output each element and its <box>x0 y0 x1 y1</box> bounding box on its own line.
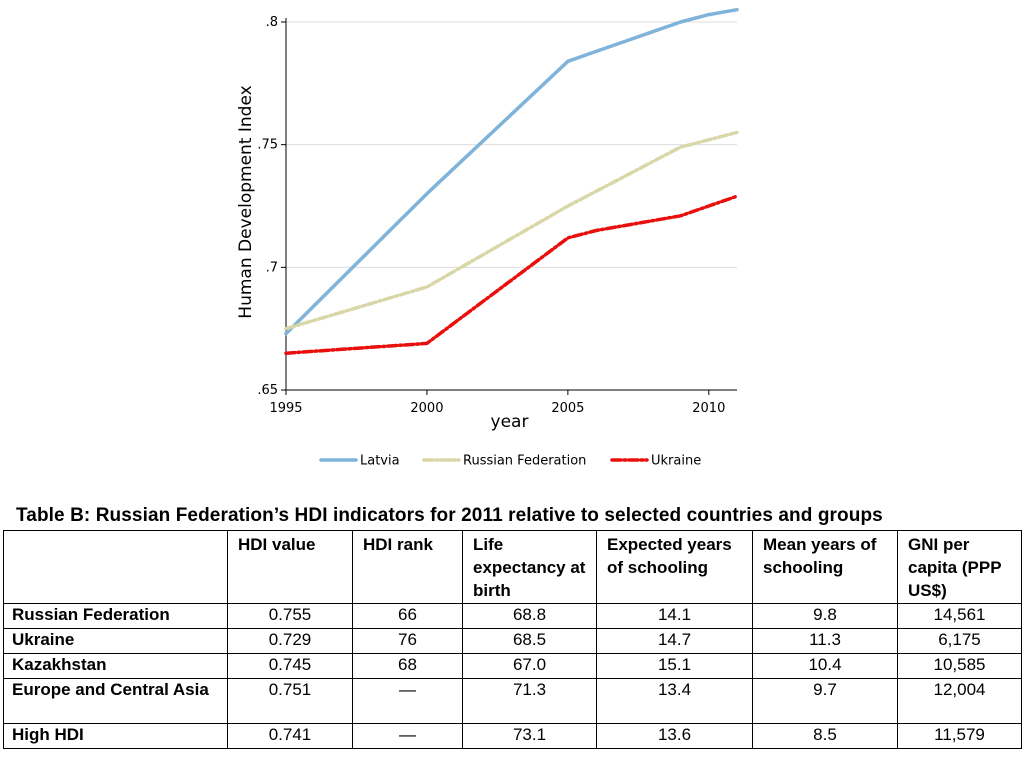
cell-hdi-rank: 76 <box>352 628 463 654</box>
x-tick-label: 1995 <box>269 401 302 416</box>
y-tick-label: .8 <box>266 15 278 30</box>
series-line-latvia <box>284 7 739 336</box>
cell-expected-schooling: 13.6 <box>596 723 753 749</box>
cell-hdi-value: 0.745 <box>227 653 353 679</box>
table-row: High HDI 0.741 — 73.1 13.6 8.5 11,579 <box>3 723 1022 749</box>
cell-hdi-rank: 68 <box>352 653 463 679</box>
legend-label: Russian Federation <box>463 454 586 469</box>
cell-gni: 14,561 <box>897 603 1022 629</box>
table-row: Russian Federation 0.755 66 68.8 14.1 9.… <box>3 603 1022 629</box>
header-cell-expected-schooling: Expected years of schooling <box>596 530 753 604</box>
series-lines <box>284 7 739 355</box>
header-cell-mean-schooling: Mean years of schooling <box>752 530 898 604</box>
cell-life-expectancy: 71.3 <box>462 678 597 724</box>
row-label: Ukraine <box>3 628 228 654</box>
cell-expected-schooling: 13.4 <box>596 678 753 724</box>
cell-life-expectancy: 68.8 <box>462 603 597 629</box>
table-row: Kazakhstan 0.745 68 67.0 15.1 10.4 10,58… <box>3 653 1022 679</box>
cell-hdi-rank: — <box>352 678 463 724</box>
cell-expected-schooling: 15.1 <box>596 653 753 679</box>
cell-mean-schooling: 11.3 <box>752 628 898 654</box>
row-label: Europe and Central Asia <box>3 678 228 724</box>
cell-hdi-value: 0.751 <box>227 678 353 724</box>
row-label: Russian Federation <box>3 603 228 629</box>
hdi-line-chart: .65 .7 .75 .8 1995 2000 2005 2010 year Human Deve… <box>236 7 739 469</box>
series-line-ukraine <box>284 194 739 355</box>
cell-life-expectancy: 68.5 <box>462 628 597 654</box>
cell-gni: 12,004 <box>897 678 1022 724</box>
cell-gni: 10,585 <box>897 653 1022 679</box>
cell-mean-schooling: 10.4 <box>752 653 898 679</box>
cell-hdi-rank: 66 <box>352 603 463 629</box>
y-tick-label: .65 <box>257 383 278 398</box>
cell-mean-schooling: 9.8 <box>752 603 898 629</box>
legend-label: Ukraine <box>651 454 701 469</box>
header-cell-gni: GNI per capita (PPP US$) <box>897 530 1022 604</box>
table-row: Ukraine 0.729 76 68.5 14.7 11.3 6,175 <box>3 628 1022 654</box>
cell-hdi-value: 0.755 <box>227 603 353 629</box>
cell-life-expectancy: 73.1 <box>462 723 597 749</box>
row-label: High HDI <box>3 723 228 749</box>
cell-hdi-value: 0.741 <box>227 723 353 749</box>
header-cell-country <box>3 530 228 604</box>
table-row: Europe and Central Asia 0.751 — 71.3 13.… <box>3 678 1022 724</box>
table-caption: Table B: Russian Federation’s HDI indica… <box>16 505 883 526</box>
y-tick-label: .75 <box>257 138 278 153</box>
cell-mean-schooling: 9.7 <box>752 678 898 724</box>
cell-hdi-rank: — <box>352 723 463 749</box>
x-tick-label: 2005 <box>551 401 584 416</box>
gridlines <box>286 21 737 268</box>
cell-gni: 11,579 <box>897 723 1022 749</box>
row-label: Kazakhstan <box>3 653 228 679</box>
cell-expected-schooling: 14.7 <box>596 628 753 654</box>
x-axis-title: year <box>491 412 529 432</box>
axes: .65 .7 .75 .8 1995 2000 2005 2010 year Human Deve… <box>236 15 737 432</box>
y-tick-label: .7 <box>266 260 278 275</box>
x-tick-label: 2000 <box>410 401 443 416</box>
header-cell-hdi-rank: HDI rank <box>352 530 463 604</box>
x-tick-label: 2010 <box>692 401 725 416</box>
header-cell-hdi-value: HDI value <box>227 530 353 604</box>
header-cell-life-expectancy: Life expectancy at birth <box>462 530 597 604</box>
series-line-russian-federation <box>284 130 739 331</box>
cell-life-expectancy: 67.0 <box>462 653 597 679</box>
legend-label: Latvia <box>360 454 400 469</box>
cell-mean-schooling: 8.5 <box>752 723 898 749</box>
cell-hdi-value: 0.729 <box>227 628 353 654</box>
cell-expected-schooling: 14.1 <box>596 603 753 629</box>
table-header-row: HDI value HDI rank Life expectancy at bi… <box>3 530 1022 604</box>
cell-gni: 6,175 <box>897 628 1022 654</box>
legend: Latvia Russian Federation Ukraine <box>319 454 701 469</box>
y-axis-title: Human Development Index <box>236 85 256 318</box>
hdi-indicators-table: HDI value HDI rank Life expectancy at bi… <box>3 530 1022 749</box>
